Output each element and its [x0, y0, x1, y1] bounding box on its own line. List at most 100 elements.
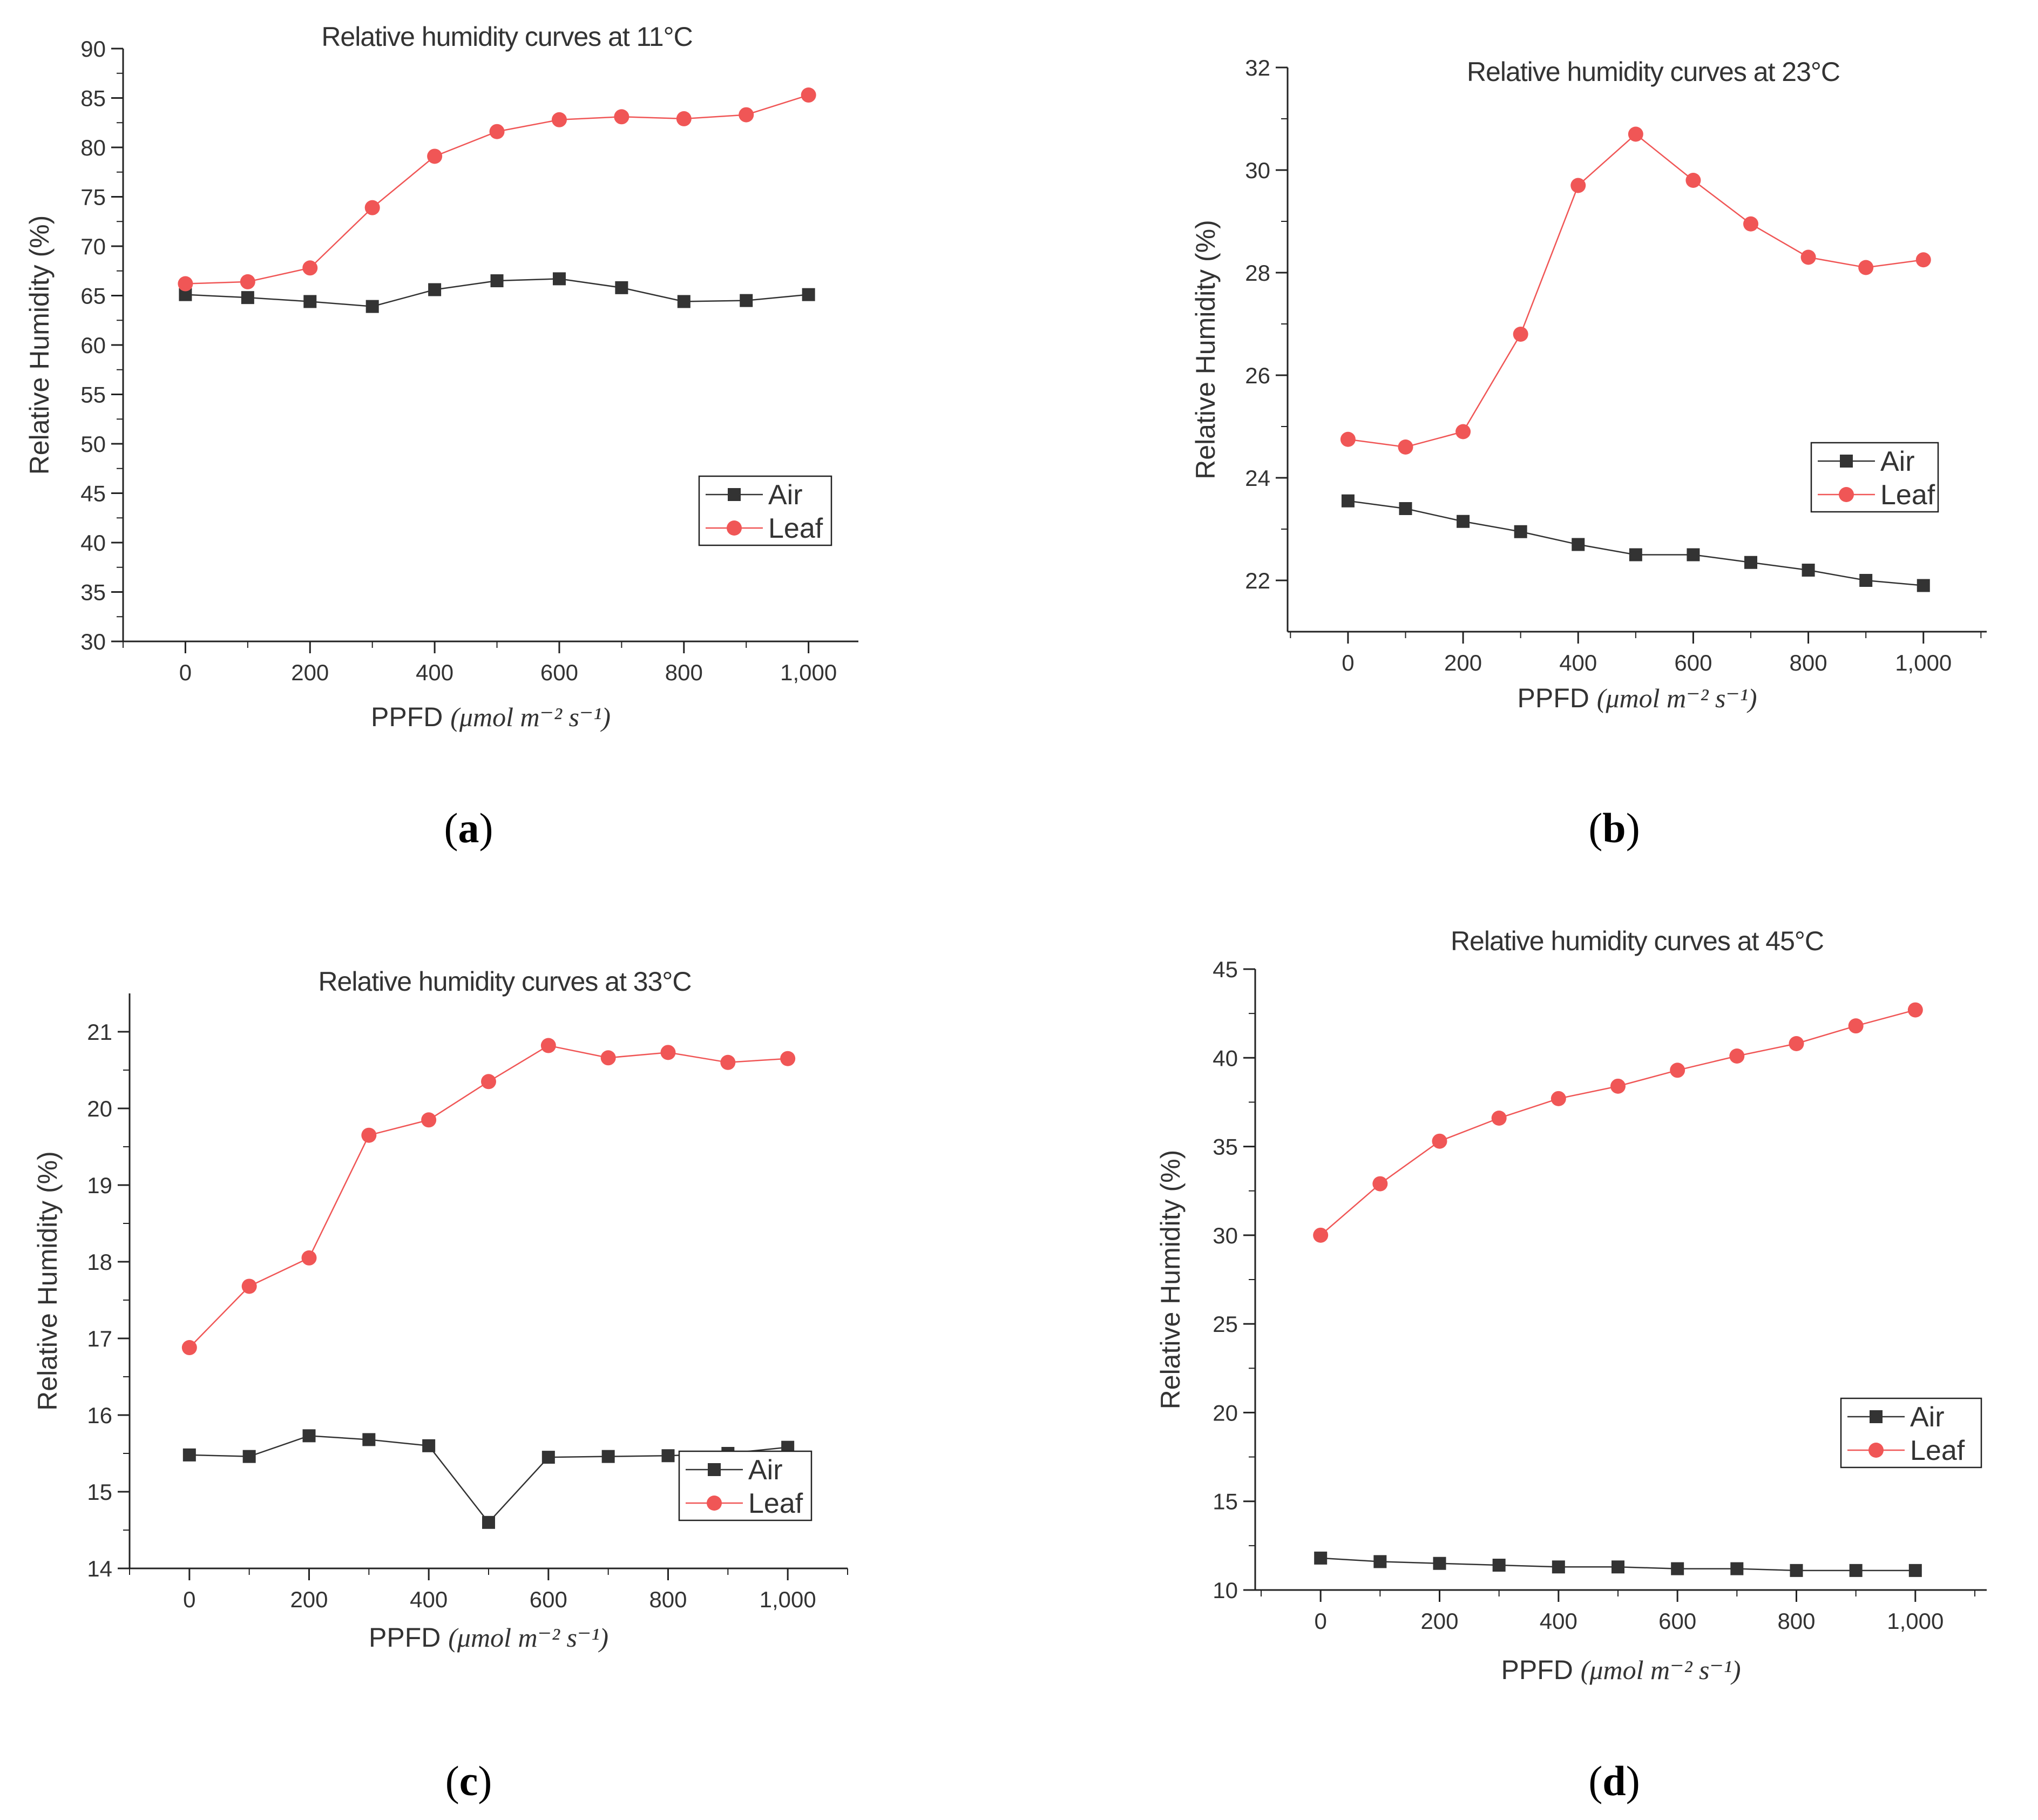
y-tick-label-c: 14: [87, 1556, 112, 1581]
y-tick-label-a: 70: [80, 234, 106, 259]
y-tick-label-c: 18: [87, 1249, 112, 1275]
y-axis-label-a: Relative Humidity (%): [24, 215, 55, 475]
y-tick-label-d: 10: [1213, 1578, 1238, 1603]
data-point-air-c: [362, 1433, 376, 1446]
data-point-leaf-c: [660, 1045, 676, 1060]
data-point-leaf-b: [1570, 178, 1586, 193]
data-point-air-b: [1457, 515, 1470, 528]
data-point-leaf-b: [1915, 252, 1931, 268]
data-point-leaf-d: [1610, 1078, 1626, 1094]
x-axis-label-d: PPFD (μmol m⁻² s⁻¹): [1501, 1655, 1741, 1685]
data-point-air-c: [541, 1451, 555, 1464]
legend-label-leaf-a: Leaf: [768, 513, 823, 544]
y-tick-label-d: 35: [1213, 1134, 1238, 1160]
data-point-leaf-a: [551, 112, 567, 127]
data-point-air-c: [302, 1429, 316, 1443]
x-tick-label-a: 200: [291, 660, 329, 685]
data-point-leaf-d: [1550, 1091, 1566, 1106]
data-point-leaf-b: [1743, 216, 1759, 232]
y-tick-label-a: 30: [80, 629, 106, 654]
data-point-leaf-c: [720, 1054, 736, 1070]
x-tick-label-d: 400: [1540, 1608, 1577, 1634]
legend-a: [698, 475, 832, 546]
y-tick-label-a: 80: [80, 135, 106, 160]
y-tick-label-c: 15: [87, 1479, 112, 1505]
panel-label-a: (a): [444, 804, 493, 851]
data-point-leaf-a: [739, 107, 754, 123]
y-tick-label-c: 19: [87, 1173, 112, 1198]
data-point-air-c: [661, 1449, 675, 1463]
data-point-air-c: [242, 1450, 256, 1463]
x-tick-label-d: 200: [1420, 1608, 1458, 1634]
data-point-leaf-d: [1848, 1018, 1864, 1034]
data-point-leaf-b: [1628, 126, 1643, 142]
data-point-air-b: [1629, 548, 1642, 561]
data-point-air-d: [1730, 1562, 1744, 1575]
chart-title-d: Relative humidity curves at 45°C: [1451, 926, 1824, 956]
data-point-air-b: [1399, 502, 1412, 515]
y-tick-label-a: 90: [80, 36, 106, 62]
x-tick-label-c: 800: [649, 1587, 687, 1612]
data-point-leaf-d: [1670, 1063, 1685, 1078]
y-tick-label-b: 26: [1245, 363, 1270, 388]
legend-marker-air-d: [1870, 1410, 1883, 1423]
data-point-air-b: [1917, 579, 1930, 592]
panel-label-c: (c): [445, 1757, 492, 1804]
data-point-air-b: [1802, 564, 1815, 577]
legend-marker-leaf-d: [1868, 1443, 1884, 1458]
x-tick-label-c: 200: [290, 1587, 328, 1612]
x-tick-label-d: 800: [1777, 1608, 1815, 1634]
legend-label-air-d: Air: [1910, 1402, 1945, 1433]
x-tick-label-a: 600: [540, 660, 578, 685]
data-point-leaf-d: [1432, 1133, 1447, 1149]
y-tick-label-b: 30: [1245, 158, 1270, 183]
legend-label-air-c: Air: [748, 1454, 783, 1486]
data-point-leaf-a: [240, 274, 255, 289]
y-tick-label-c: 21: [87, 1019, 112, 1045]
x-axis-label-c: PPFD (μmol m⁻² s⁻¹): [369, 1622, 608, 1653]
chart-panel-d: 10 15 20 25 30 35 40 45 0 200 400 600 800 1,000 Relati…: [1155, 926, 1987, 1685]
y-tick-label-c: 16: [87, 1403, 112, 1428]
legend-label-leaf-b: Leaf: [1880, 479, 1935, 511]
data-point-leaf-c: [540, 1038, 556, 1053]
y-tick-label-b: 22: [1245, 568, 1270, 593]
y-tick-label-b: 24: [1245, 465, 1270, 491]
data-point-leaf-b: [1398, 439, 1413, 455]
x-tick-label-a: 1,000: [780, 660, 837, 685]
data-point-leaf-c: [600, 1050, 616, 1066]
data-point-leaf-d: [1491, 1111, 1507, 1126]
y-tick-label-d: 40: [1213, 1045, 1238, 1071]
data-point-leaf-a: [302, 260, 318, 276]
data-point-air-d: [1790, 1564, 1803, 1577]
data-point-air-a: [303, 295, 317, 308]
chart-panel-c: 14 15 16 17 18 19 20 21 0 200 400 600 800 1,000 Relati…: [32, 966, 848, 1653]
y-axis-label-d: Relative Humidity (%): [1155, 1150, 1186, 1410]
data-point-leaf-c: [241, 1278, 257, 1294]
y-tick-label-a: 65: [80, 283, 106, 309]
series-line-leaf-b: [1348, 133, 1924, 448]
legend-marker-air-b: [1840, 455, 1853, 468]
y-tick-label-a: 55: [80, 382, 106, 408]
x-tick-label-d: 1,000: [1887, 1608, 1944, 1634]
x-tick-label-d: 600: [1658, 1608, 1696, 1634]
legend-c: [678, 1450, 813, 1521]
legend-marker-leaf-a: [727, 520, 742, 536]
x-axis-label-b: PPFD (μmol m⁻² s⁻¹): [1518, 683, 1757, 713]
data-point-air-b: [1687, 548, 1700, 561]
x-tick-label-c: 0: [183, 1587, 195, 1612]
data-point-air-b: [1744, 556, 1758, 569]
data-point-leaf-b: [1513, 327, 1528, 342]
x-tick-label-d: 0: [1314, 1608, 1326, 1634]
chart-title-b: Relative humidity curves at 23°C: [1467, 57, 1840, 87]
data-point-air-d: [1433, 1557, 1446, 1570]
data-point-air-c: [601, 1450, 615, 1463]
x-tick-label-b: 200: [1444, 650, 1482, 675]
chart-panel-b: 22 24 26 28 30 32 0 200 400 600 800 1,000 Relative h…: [1190, 55, 1987, 713]
data-point-leaf-d: [1907, 1002, 1923, 1018]
data-point-air-a: [241, 291, 254, 305]
y-tick-label-a: 85: [80, 86, 106, 111]
data-point-air-c: [422, 1439, 436, 1452]
data-point-leaf-c: [780, 1051, 796, 1066]
data-point-air-a: [802, 288, 815, 301]
legend-b: [1810, 442, 1939, 513]
